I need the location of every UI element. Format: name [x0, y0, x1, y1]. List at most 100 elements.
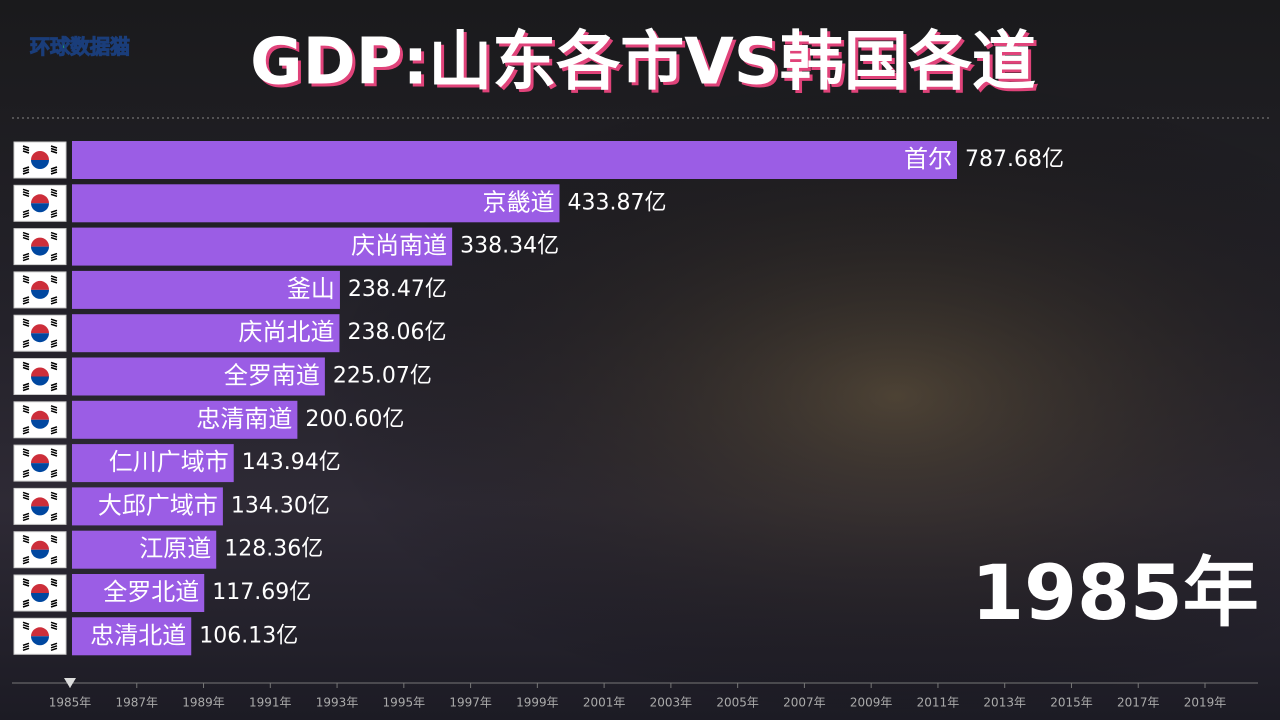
- value-label: 200.60亿: [305, 407, 404, 432]
- bar: [72, 270, 340, 309]
- flag-trigram: [50, 426, 58, 430]
- flag-trigram: [50, 555, 58, 560]
- timeline-label: 2001年: [583, 696, 626, 710]
- flag-emblem: [31, 549, 49, 559]
- flag-trigram: [22, 496, 30, 501]
- flag-trigram: [22, 431, 30, 435]
- flag-trigram: [50, 361, 58, 366]
- flag-trigram: [22, 234, 30, 238]
- bar: [72, 184, 560, 223]
- flag-trigram: [22, 555, 30, 560]
- flag-trigram: [22, 601, 30, 606]
- timeline-label: 2019年: [1184, 696, 1227, 710]
- flag-trigram: [50, 188, 58, 193]
- timeline-label: 2005年: [716, 696, 759, 710]
- value-label: 338.34亿: [460, 234, 559, 259]
- flag-trigram: [22, 512, 30, 517]
- flag-trigram: [22, 426, 30, 430]
- flag-emblem: [31, 454, 49, 464]
- flag-trigram: [22, 214, 30, 219]
- timeline-label: 2011年: [917, 696, 960, 710]
- flag-trigram: [22, 364, 30, 368]
- flag-trigram: [22, 168, 30, 173]
- flag-trigram: [22, 382, 30, 387]
- flag-trigram: [50, 145, 58, 149]
- flag-trigram: [50, 471, 58, 476]
- bar: [72, 444, 234, 483]
- flag-trigram: [22, 145, 30, 149]
- chart-title: GDP:山东各市VS韩国各道: [250, 26, 1036, 100]
- flag-trigram: [50, 517, 58, 522]
- flag-trigram: [50, 339, 58, 343]
- flag-trigram: [22, 621, 30, 626]
- flag-trigram: [22, 277, 30, 282]
- flag-trigram: [22, 275, 30, 279]
- flag-trigram: [50, 147, 58, 152]
- flag-emblem: [31, 194, 49, 204]
- flag-trigram: [22, 280, 30, 284]
- flag-emblem: [31, 376, 49, 386]
- flag-trigram: [22, 647, 30, 652]
- flag-trigram: [50, 453, 58, 457]
- flag-trigram: [50, 234, 58, 238]
- flag-emblem: [31, 593, 49, 602]
- flag-trigram: [50, 168, 58, 173]
- flag-trigram: [22, 515, 30, 519]
- flag-trigram: [22, 191, 30, 195]
- flag-trigram: [50, 255, 58, 259]
- flag-trigram: [50, 280, 58, 284]
- flag-trigram: [50, 512, 58, 517]
- timeline-label: 2015年: [1050, 696, 1093, 710]
- flag-trigram: [50, 469, 58, 473]
- timeline-label: 1989年: [182, 696, 225, 710]
- flag-emblem: [31, 410, 49, 420]
- flag-trigram: [50, 252, 58, 257]
- flag-trigram: [50, 515, 58, 519]
- flag-trigram: [50, 599, 58, 603]
- flag-trigram: [22, 252, 30, 257]
- flag-trigram: [22, 339, 30, 343]
- flag-trigram: [50, 621, 58, 626]
- flag-trigram: [50, 428, 58, 433]
- timeline-pointer: [64, 678, 76, 688]
- flag-emblem: [31, 463, 49, 473]
- bar-label: 忠清北道: [90, 621, 186, 649]
- flag-emblem: [31, 506, 49, 516]
- flag-trigram: [50, 236, 58, 241]
- flag-trigram: [50, 298, 58, 303]
- flag-trigram: [22, 344, 30, 348]
- flag-trigram: [50, 624, 58, 628]
- flag-trigram: [22, 410, 30, 414]
- flag-emblem: [31, 497, 49, 507]
- flag-emblem: [31, 636, 49, 646]
- flag-trigram: [50, 344, 58, 348]
- flag-trigram: [22, 255, 30, 259]
- flag-trigram: [50, 231, 58, 236]
- flag-trigram: [22, 626, 30, 631]
- timeline-label: 1987年: [115, 696, 158, 710]
- timeline-label: 1997年: [449, 696, 492, 710]
- flag-trigram: [50, 583, 58, 587]
- value-label: 787.68亿: [965, 147, 1064, 172]
- flag-trigram: [22, 231, 30, 236]
- flag-trigram: [22, 171, 30, 175]
- flag-emblem: [31, 324, 49, 334]
- chart-title-shadow: GDP:山东各市VS韩国各道: [253, 29, 1039, 103]
- flag-trigram: [22, 534, 30, 539]
- bar-label: 全罗北道: [103, 578, 199, 606]
- flag-trigram: [50, 166, 58, 170]
- flag-trigram: [22, 257, 30, 262]
- flag-trigram: [50, 494, 58, 498]
- flag-trigram: [22, 583, 30, 587]
- bar-label: 仁川广域市: [109, 448, 229, 476]
- value-label: 238.47亿: [348, 277, 447, 302]
- value-label: 433.87亿: [567, 190, 666, 215]
- flag-emblem: [31, 333, 49, 343]
- flag-trigram: [50, 450, 58, 455]
- flag-trigram: [22, 236, 30, 241]
- flag-trigram: [22, 147, 30, 152]
- bar-label: 首尔: [904, 145, 952, 173]
- value-label: 117.69亿: [212, 580, 311, 605]
- bar: [72, 314, 340, 353]
- bar-label: 釜山: [287, 275, 335, 303]
